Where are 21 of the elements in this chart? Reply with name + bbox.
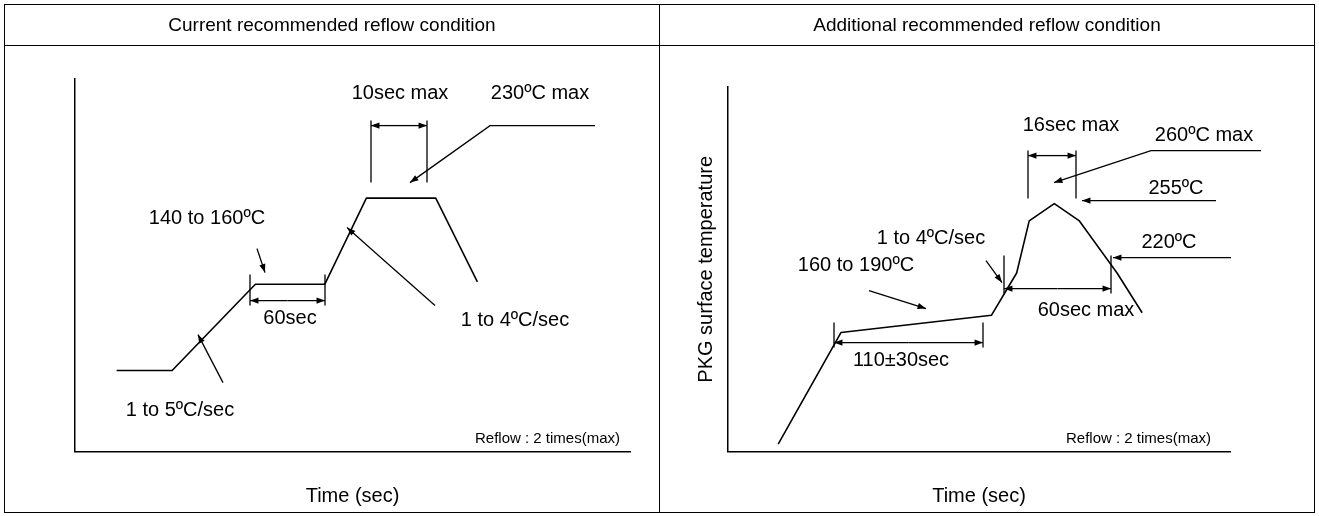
annotation: 1 to 4ºC/sec (460, 308, 570, 331)
text: 260ºC max (1154, 123, 1254, 146)
annotation: 60sec max (1037, 298, 1135, 321)
text: 230ºC max (490, 81, 590, 104)
x-axis-title: Time (sec) (305, 483, 400, 506)
chart-title: Current recommended reflow condition (5, 5, 659, 46)
annotation: Reflow : 2 times(max) (474, 428, 620, 446)
text: 255ºC (1148, 176, 1204, 199)
annotation: 1 to 5ºC/sec (125, 398, 235, 421)
annotation: 220ºC (1141, 230, 1197, 253)
text: 10sec max (351, 81, 449, 104)
annotation: 60sec (263, 306, 317, 329)
annotation: Reflow : 2 times(max) (1065, 428, 1211, 446)
text: 16sec max (1022, 113, 1120, 136)
chart-title: Additional recommended reflow condition (660, 5, 1314, 46)
annotation: 140 to 160ºC (148, 206, 266, 229)
x-axis-title: Time (sec) (932, 483, 1026, 506)
annotation: 110±30sec (852, 348, 950, 371)
y-axis-title: PKG surface temperature (693, 155, 716, 383)
annotation: 160 to 190ºC (797, 253, 915, 276)
annotation: 1 to 4ºC/sec (876, 226, 986, 249)
